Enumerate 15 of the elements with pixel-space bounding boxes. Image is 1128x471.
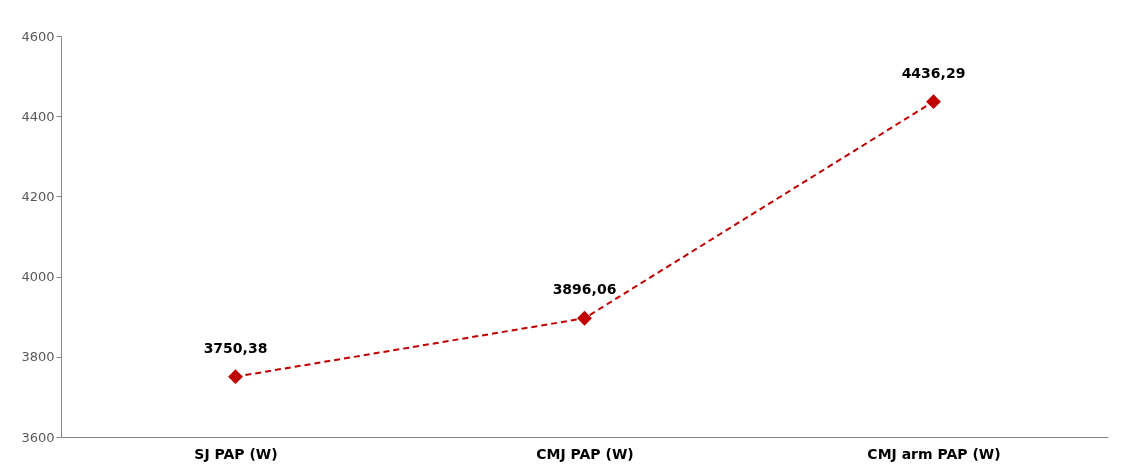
y-tick-label: 4200: [21, 188, 55, 204]
y-tick-label: 4600: [21, 28, 55, 44]
data-label: 4436,29: [901, 64, 966, 81]
y-tick-label: 4400: [21, 108, 55, 124]
y-tick-label: 3600: [21, 429, 55, 445]
point: [926, 94, 941, 110]
point: [228, 369, 243, 385]
y-tick-label: 4000: [21, 269, 55, 285]
x-tick-label: CMJ arm PAP (W): [867, 445, 1001, 462]
data-label: 3896,06: [552, 281, 617, 298]
y-tick-label: 3800: [21, 349, 55, 365]
x-tick-label: CMJ PAP (W): [536, 445, 634, 462]
x-tick-label: SJ PAP (W): [194, 445, 278, 462]
data-label: 3750,38: [203, 339, 268, 356]
point: [577, 310, 592, 326]
